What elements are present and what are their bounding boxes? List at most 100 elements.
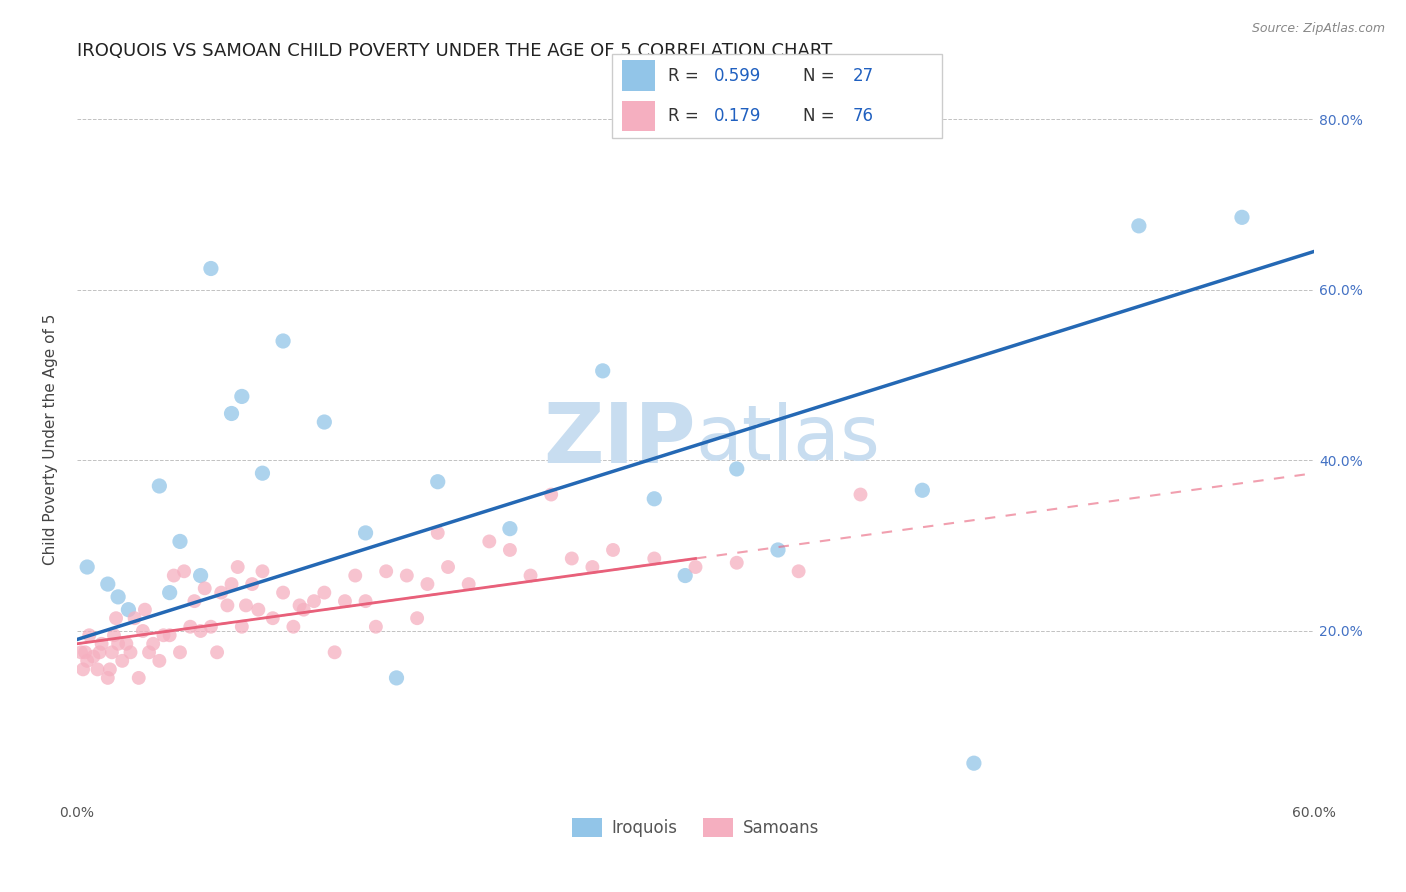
- Text: R =: R =: [668, 67, 704, 85]
- Point: [190, 624, 212, 638]
- Text: N =: N =: [803, 67, 841, 85]
- Text: R =: R =: [668, 107, 709, 125]
- Point: [148, 654, 170, 668]
- Point: [499, 522, 522, 536]
- Point: [252, 466, 274, 480]
- Point: [592, 364, 614, 378]
- Point: [1128, 219, 1150, 233]
- Point: [385, 671, 408, 685]
- Point: [540, 487, 562, 501]
- Point: [354, 594, 377, 608]
- Point: [457, 577, 479, 591]
- Point: [673, 568, 696, 582]
- Point: [247, 602, 270, 616]
- Point: [107, 590, 129, 604]
- Point: [643, 551, 665, 566]
- Point: [117, 602, 139, 616]
- Point: [86, 662, 108, 676]
- Point: [333, 594, 356, 608]
- Point: [217, 599, 239, 613]
- FancyBboxPatch shape: [621, 61, 655, 91]
- Point: [231, 389, 253, 403]
- Point: [103, 628, 125, 642]
- Point: [685, 560, 707, 574]
- Point: [89, 645, 111, 659]
- Point: [128, 671, 150, 685]
- Point: [97, 577, 120, 591]
- Point: [395, 568, 418, 582]
- Point: [283, 620, 305, 634]
- Point: [90, 637, 112, 651]
- Point: [190, 568, 212, 582]
- Point: [194, 582, 217, 596]
- Point: [288, 599, 311, 613]
- Point: [159, 628, 181, 642]
- Point: [107, 637, 129, 651]
- Point: [134, 602, 156, 616]
- Point: [179, 620, 201, 634]
- Point: [76, 560, 98, 574]
- Legend: Iroquois, Samoans: Iroquois, Samoans: [565, 812, 825, 844]
- Point: [302, 594, 325, 608]
- Point: [240, 577, 263, 591]
- Point: [115, 637, 138, 651]
- Point: [787, 564, 810, 578]
- Point: [314, 415, 336, 429]
- Point: [159, 585, 181, 599]
- Point: [98, 662, 121, 676]
- Point: [221, 407, 243, 421]
- Text: IROQUOIS VS SAMOAN CHILD POVERTY UNDER THE AGE OF 5 CORRELATION CHART: IROQUOIS VS SAMOAN CHILD POVERTY UNDER T…: [77, 42, 832, 60]
- Point: [200, 620, 222, 634]
- Point: [406, 611, 429, 625]
- Point: [323, 645, 346, 659]
- Point: [499, 543, 522, 558]
- Text: 76: 76: [853, 107, 873, 125]
- Point: [152, 628, 174, 642]
- Point: [169, 645, 191, 659]
- Point: [173, 564, 195, 578]
- Text: ZIP: ZIP: [543, 399, 696, 480]
- Text: 27: 27: [853, 67, 875, 85]
- Point: [478, 534, 501, 549]
- Point: [77, 628, 100, 642]
- Point: [314, 585, 336, 599]
- Point: [209, 585, 232, 599]
- Point: [963, 756, 986, 771]
- Point: [602, 543, 624, 558]
- Point: [426, 525, 449, 540]
- Point: [911, 483, 934, 498]
- Point: [375, 564, 398, 578]
- Point: [200, 261, 222, 276]
- Point: [148, 479, 170, 493]
- Point: [561, 551, 583, 566]
- Point: [97, 671, 120, 685]
- Point: [426, 475, 449, 489]
- Point: [163, 568, 186, 582]
- Point: [142, 637, 165, 651]
- Point: [364, 620, 387, 634]
- FancyBboxPatch shape: [621, 101, 655, 131]
- Point: [725, 556, 748, 570]
- Y-axis label: Child Poverty Under the Age of 5: Child Poverty Under the Age of 5: [44, 313, 58, 565]
- Text: atlas: atlas: [696, 402, 880, 476]
- Point: [416, 577, 439, 591]
- Point: [235, 599, 257, 613]
- Point: [344, 568, 367, 582]
- Point: [1230, 211, 1253, 225]
- Point: [70, 645, 93, 659]
- Point: [849, 487, 872, 501]
- Point: [292, 602, 315, 616]
- Point: [138, 645, 160, 659]
- Point: [72, 662, 94, 676]
- Point: [76, 654, 98, 668]
- Point: [725, 462, 748, 476]
- Point: [226, 560, 249, 574]
- Text: 0.179: 0.179: [714, 107, 762, 125]
- Point: [271, 334, 294, 348]
- Point: [105, 611, 128, 625]
- Text: Source: ZipAtlas.com: Source: ZipAtlas.com: [1251, 22, 1385, 36]
- Point: [183, 594, 205, 608]
- Point: [101, 645, 124, 659]
- Point: [120, 645, 142, 659]
- Point: [437, 560, 460, 574]
